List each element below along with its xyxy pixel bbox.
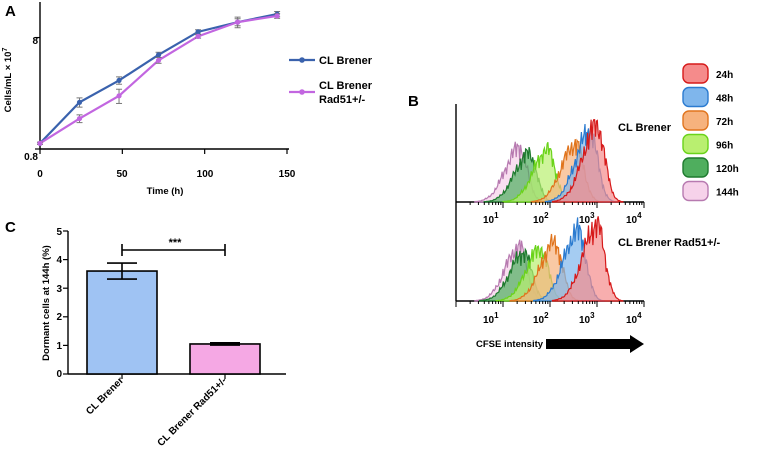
legend-label-120h: 120h [716,164,739,175]
legend-label-144h: 144h [716,188,739,199]
panel-b-ticks [455,202,645,307]
bottom-xtick-1: 101 [483,311,499,326]
legend-swatch-72h [682,110,709,131]
data-point-series-0 [116,77,122,84]
data-point-series-0 [155,52,162,58]
legend-swatch-120h [682,157,709,178]
data-point-series-1 [235,19,241,25]
growth-line-series-0 [39,12,278,145]
panel-a: A 8 0.8 0 50 100 150 Time (h) Cells/mL ×… [2,2,373,197]
top-xtick-labels: 101 102 103 104 [483,211,642,226]
panel-c-ytick-1: 1 [56,341,62,352]
panel-c: C 0 1 2 3 4 5 Dormant cells at 144h (%) … [5,219,286,449]
panel-a-ytick-8: 8 [32,36,38,47]
data-point-series-1 [155,57,162,63]
legend-marker-cl-brener [299,57,305,63]
legend-label-24h: 24h [716,70,733,81]
panel-c-y-label: Dormant cells at 144h (%) [41,245,52,361]
panel-c-letter: C [5,219,16,236]
panel-a-ticks [35,36,288,154]
legend-label-rad51-line2: Rad51+/- [319,94,365,106]
legend-swatch-144h [682,180,709,202]
data-point-series-1 [274,13,280,19]
top-xtick-3: 103 [579,211,595,226]
panel-a-y-label: Cells/mL × 107 [2,48,14,113]
data-point-series-0 [76,99,83,105]
panel-a-xtick-100: 100 [197,169,214,180]
histogram-curve-24h [551,216,624,302]
data-point-series-1 [195,33,201,39]
data-point-series-0 [195,29,201,35]
bottom-xtick-labels: 101 102 103 104 [483,311,642,326]
panel-c-plot [86,244,261,375]
legend-label-48h: 48h [716,94,733,105]
panel-c-ytick-0: 0 [56,369,62,380]
panel-c-ytick-5: 5 [56,227,62,238]
panel-a-ytick-0.8: 0.8 [24,152,38,163]
panel-c-ticks [63,230,226,379]
histogram-cl-brener [474,118,624,203]
legend-label-rad51-line1: CL Brener [319,80,373,92]
panel-b-letter: B [408,93,419,110]
legend-label-72h: 72h [716,117,733,128]
arrow-right-icon [546,335,644,353]
panel-c-xtick-rad51: CL Brener Rad51+/- [156,375,229,448]
panel-a-plot [37,11,281,146]
panel-a-xtick-50: 50 [116,169,128,180]
panel-c-xtick-cl-brener: CL Brener [84,375,126,417]
panel-a-legend: CL Brener CL Brener Rad51+/- [289,55,373,106]
legend-swatch-24h [682,63,709,84]
panel-b-x-label: CFSE intensity [476,339,544,350]
panel-a-y-label-group: Cells/mL × 107 [2,48,14,113]
top-xtick-1: 101 [483,211,499,226]
histogram-curve-24h [551,118,624,203]
legend-swatch-96h [682,133,709,155]
bottom-xtick-3: 103 [579,311,595,326]
data-point-series-1 [37,140,43,146]
data-point-series-1 [76,115,83,122]
top-xtick-2: 102 [533,211,549,226]
panel-c-xtick-group-0: CL Brener [84,375,126,417]
bar-0 [86,270,158,375]
top-xtick-4: 104 [626,211,642,226]
panel-c-ytick-4: 4 [56,255,62,266]
significance-stars: *** [169,237,183,249]
panel-a-letter: A [5,3,16,20]
panel-a-xtick-150: 150 [279,169,296,180]
histogram-title-cl-brener: CL Brener [618,122,672,134]
histogram-rad51 [474,216,624,302]
panel-b: B CL Brener CL Brener Rad51+/- 101 102 1… [408,63,739,353]
histogram-title-rad51: CL Brener Rad51+/- [618,237,721,249]
panel-c-y-label-group: Dormant cells at 144h (%) [41,245,52,361]
legend-swatch-48h [682,86,709,108]
panel-c-xtick-group-1: CL Brener Rad51+/- [156,375,229,448]
legend-marker-rad51 [299,89,305,95]
bar-1 [189,343,261,375]
panel-a-x-label: Time (h) [147,186,184,197]
legend-label-cl-brener: CL Brener [319,55,373,67]
data-point-series-1 [116,93,122,99]
panel-a-xtick-0: 0 [37,169,43,180]
legend-label-96h: 96h [716,141,733,152]
panel-c-ytick-3: 3 [56,284,62,295]
growth-line-series-1 [39,14,278,145]
panel-c-ytick-2: 2 [56,312,62,323]
panel-b-legend: 24h 48h 72h 96h 120h 144h [682,63,739,202]
bottom-xtick-4: 104 [626,311,642,326]
bottom-xtick-2: 102 [533,311,549,326]
